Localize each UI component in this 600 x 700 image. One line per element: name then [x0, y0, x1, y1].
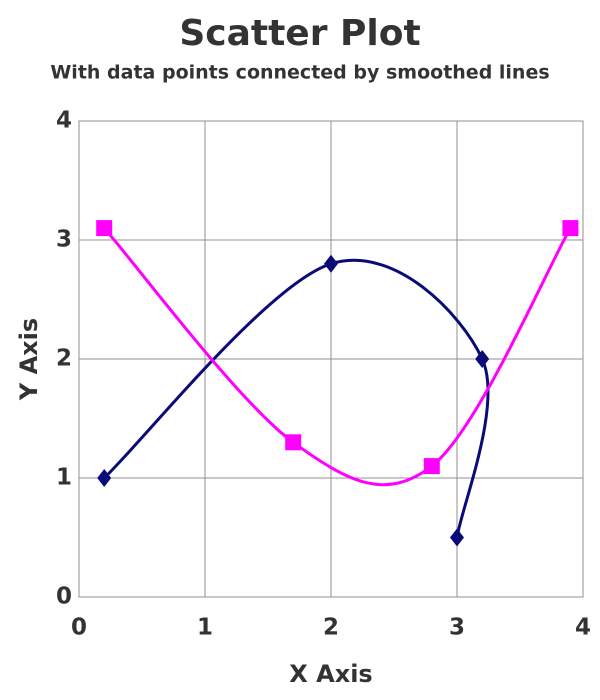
point	[324, 254, 338, 273]
y-tick-label: 3	[56, 227, 72, 253]
y-tick-label: 0	[56, 584, 72, 610]
point	[562, 220, 579, 237]
y-tick-label: 1	[56, 465, 72, 491]
point	[96, 220, 113, 237]
chart-subtitle: With data points connected by smoothed l…	[50, 62, 549, 84]
y-tick-label: 4	[56, 108, 72, 134]
point	[450, 528, 464, 547]
point	[475, 350, 490, 368]
x-tick-label: 3	[449, 615, 465, 641]
series-line	[103, 258, 490, 538]
x-tick-label: 4	[575, 615, 591, 641]
point	[423, 458, 440, 475]
point	[285, 434, 302, 451]
y-tick-label: 2	[56, 346, 72, 372]
x-tick-label: 1	[197, 615, 213, 641]
x-tick-label: 0	[71, 615, 87, 641]
series-line	[103, 227, 572, 487]
x-axis-title: X Axis	[289, 660, 372, 688]
chart-title: Scatter Plot	[179, 13, 420, 54]
x-tick-label: 2	[323, 615, 339, 641]
y-axis-title: Y Axis	[15, 318, 43, 401]
point	[97, 469, 112, 487]
